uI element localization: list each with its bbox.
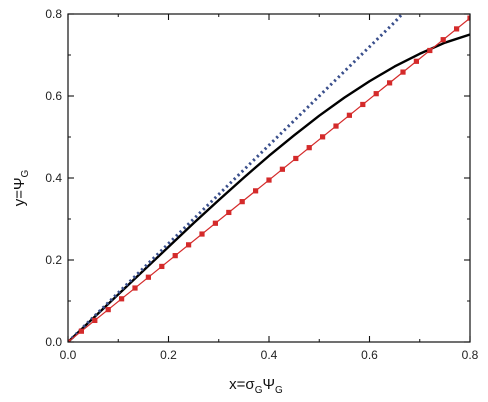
series-line — [68, 33, 470, 342]
series-marker — [333, 123, 339, 129]
series-2 — [68, 14, 404, 342]
series-marker — [68, 339, 71, 342]
series-marker — [78, 328, 84, 334]
series-marker — [320, 134, 326, 140]
series-marker — [119, 296, 125, 302]
y-tick-label: 0.6 — [45, 89, 62, 103]
x-tick-label: 0.8 — [462, 348, 479, 362]
plot-area: 0.0 0.2 0.4 0.6 0.8 0.0 0.2 0.4 0.6 0.8 — [45, 7, 478, 362]
series-marker — [159, 263, 165, 270]
series-marker — [105, 307, 111, 313]
series-marker — [212, 220, 218, 226]
series-marker — [253, 188, 259, 194]
series-marker — [145, 274, 151, 280]
series-marker — [346, 112, 352, 118]
series-marker — [373, 91, 379, 97]
series-1 — [68, 33, 470, 342]
series-marker — [239, 199, 245, 205]
series-marker — [306, 145, 312, 151]
y-tick-label: 0.8 — [45, 7, 62, 21]
series-layer — [68, 14, 470, 342]
series-marker — [279, 166, 285, 172]
series-marker — [400, 69, 406, 75]
y-tick-label: 0.2 — [45, 253, 62, 267]
y-tick-label: 0.4 — [45, 171, 62, 185]
series-marker — [199, 231, 205, 237]
y-axis-ticks: 0.0 0.2 0.4 0.6 0.8 — [45, 7, 470, 349]
y-tick-label: 0.0 — [45, 335, 62, 349]
y-axis-title: y=ΨG — [11, 169, 31, 206]
series-marker — [293, 155, 299, 162]
series-marker — [387, 80, 393, 86]
x-tick-label: 0.2 — [160, 348, 177, 362]
series-marker — [226, 209, 232, 216]
x-tick-label: 0.4 — [261, 348, 278, 362]
series-marker — [454, 26, 460, 32]
series-marker — [92, 317, 98, 324]
series-marker — [132, 285, 138, 291]
series-marker — [186, 242, 192, 248]
x-axis-ticks: 0.0 0.2 0.4 0.6 0.8 — [60, 14, 479, 362]
series-marker — [467, 15, 470, 21]
series-marker — [360, 101, 366, 108]
x-tick-label: 0.0 — [60, 348, 77, 362]
series-marker — [413, 58, 419, 64]
x-axis-title: x=σGΨG — [229, 376, 283, 396]
x-tick-label: 0.6 — [361, 348, 378, 362]
series-dotted-line — [68, 14, 404, 342]
series-marker — [266, 177, 272, 183]
series-3 — [68, 15, 470, 342]
series-marker — [427, 47, 433, 54]
series-marker — [172, 253, 178, 259]
series-marker — [440, 37, 446, 43]
